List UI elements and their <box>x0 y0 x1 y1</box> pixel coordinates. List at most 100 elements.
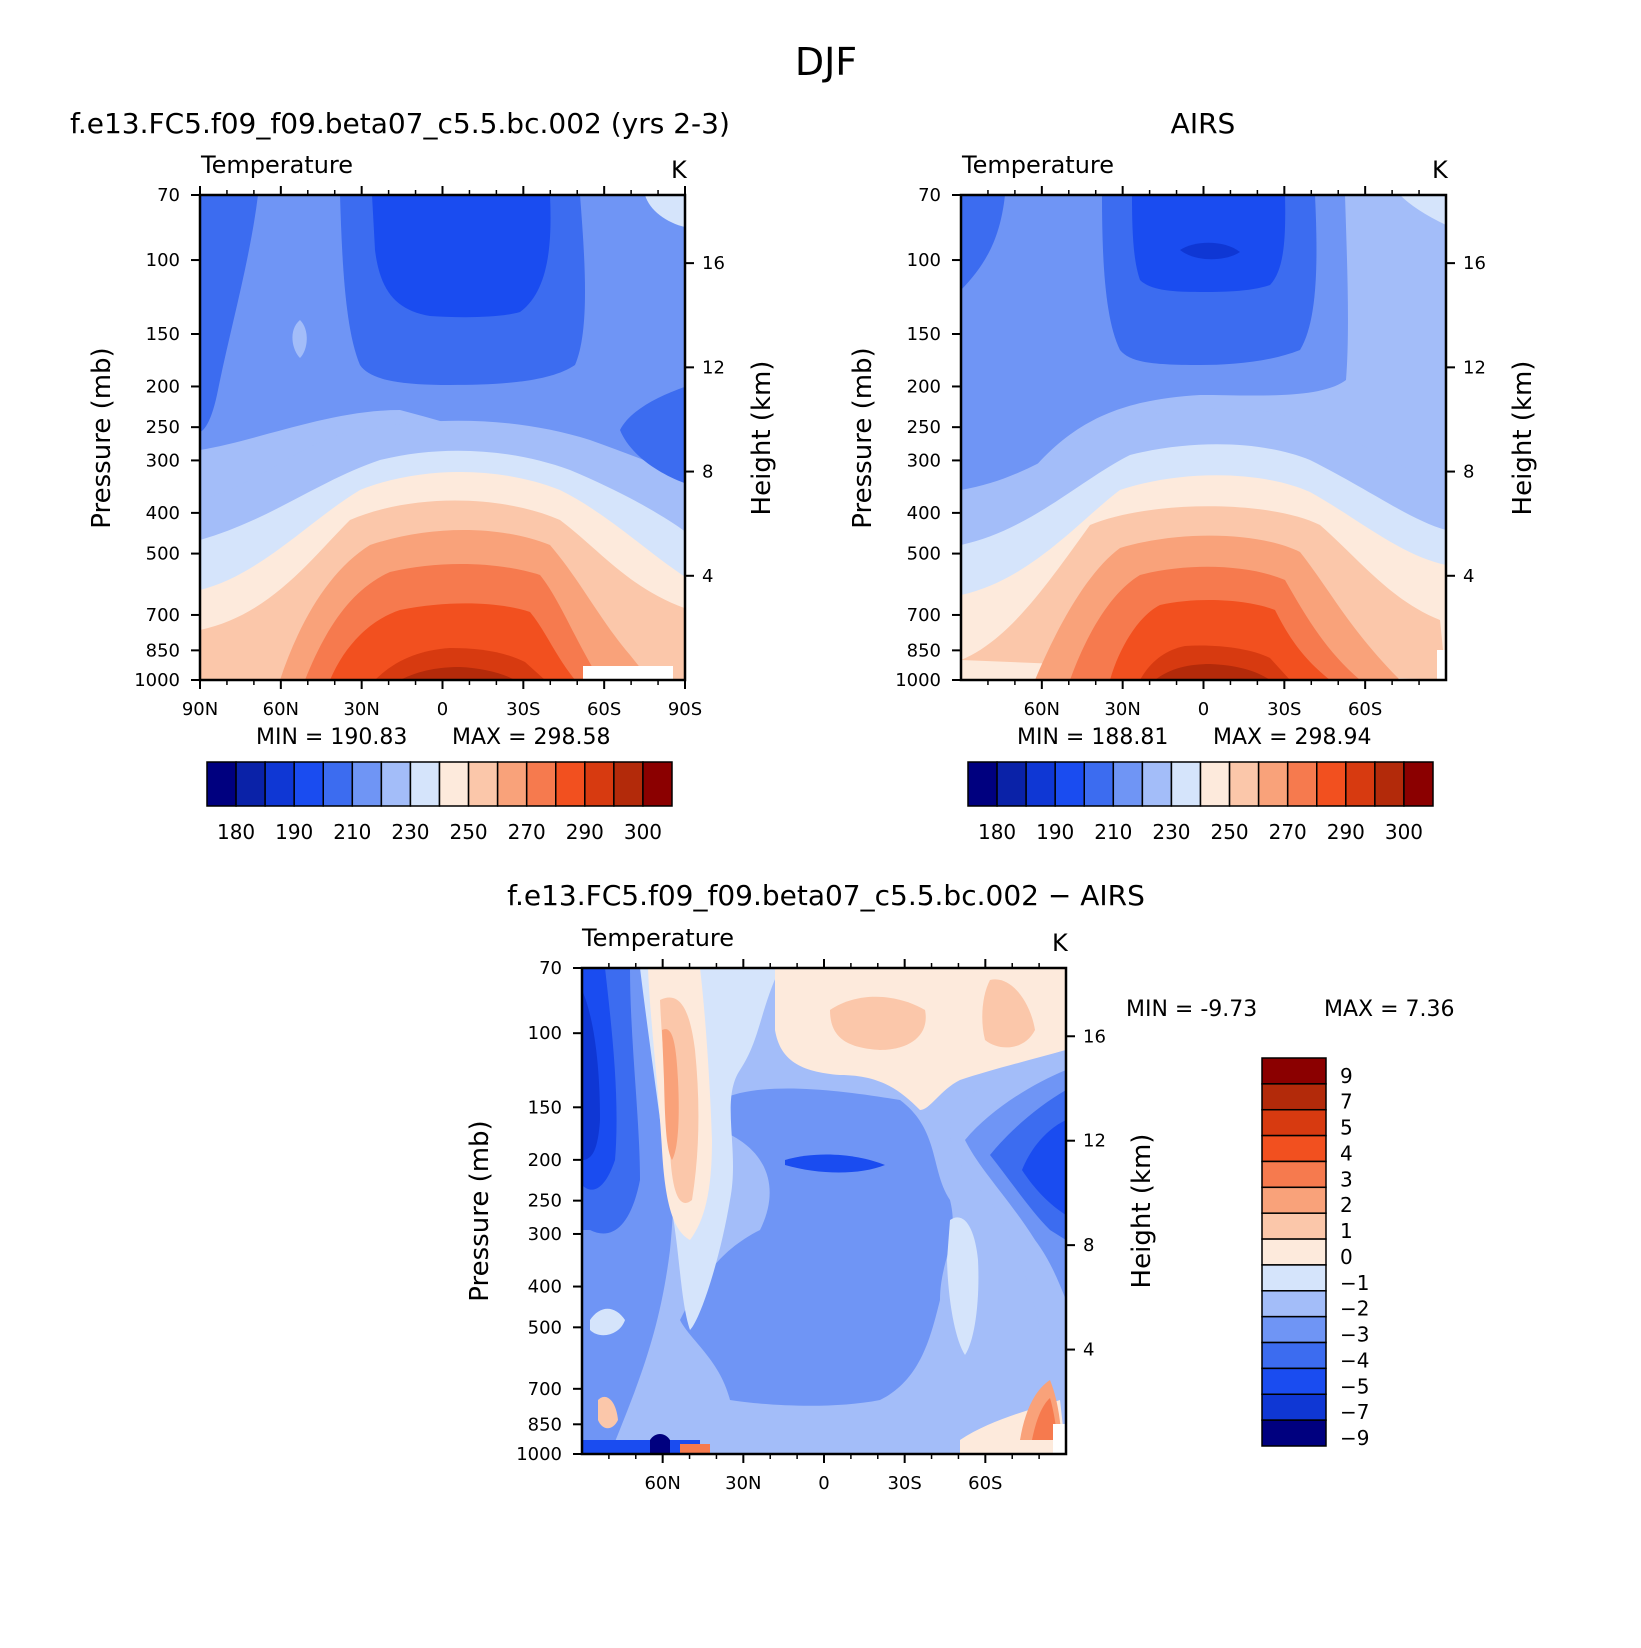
obs-band-2 <box>961 195 1005 290</box>
colorbar-swatch <box>235 761 266 807</box>
xtick-label: 60S <box>587 699 621 720</box>
model-band-4 <box>372 195 551 318</box>
colorbar-swatch <box>1345 761 1376 807</box>
y2tick-label: 8 <box>1463 462 1474 483</box>
model-band-14 <box>620 386 685 484</box>
ytick-label: 400 <box>528 1277 562 1298</box>
colorbar-swatch <box>613 761 644 807</box>
colorbar-label: −5 <box>1340 1374 1369 1398</box>
figure-title: DJF <box>795 40 857 84</box>
diff-band-20 <box>598 1396 618 1429</box>
xtick-label: 60S <box>968 1473 1002 1494</box>
colorbar-label: 300 <box>624 820 662 844</box>
diff-band-24 <box>582 1440 700 1454</box>
xtick-label: 30S <box>506 699 540 720</box>
model-missing-area <box>583 666 673 680</box>
ytick-label: 100 <box>907 250 941 271</box>
panel-obs-variable-label: Temperature <box>961 151 1114 179</box>
panel-model-units-label: K <box>671 156 688 184</box>
xtick-label: 30N <box>1104 699 1140 720</box>
colorbar-label: 190 <box>275 820 313 844</box>
colorbar-swatch <box>525 761 557 807</box>
ytick-label: 150 <box>146 324 180 345</box>
colorbar-swatch <box>467 761 499 807</box>
model-band-2 <box>200 195 258 432</box>
colorbar-label: 4 <box>1340 1141 1353 1165</box>
panel-model-title: f.e13.FC5.f09_f09.beta07_c5.5.bc.002 (yr… <box>70 107 730 140</box>
colorbar-swatch <box>1261 1108 1327 1137</box>
y2tick-label: 4 <box>702 566 713 587</box>
y2tick-label: 4 <box>1083 1340 1094 1361</box>
ytick-label: 500 <box>907 544 941 565</box>
colorbar-swatch <box>496 761 528 807</box>
xtick-label: 0 <box>818 1473 829 1494</box>
ytick-label: 250 <box>146 417 180 438</box>
colorbar-label: 290 <box>566 820 604 844</box>
colorbar-swatch <box>584 761 615 807</box>
colorbar-label: −4 <box>1340 1348 1369 1372</box>
diff-band-25 <box>650 1434 670 1454</box>
panel-model-max-label: MAX = 298.58 <box>452 725 611 750</box>
diff-band-17 <box>947 1217 979 1355</box>
ytick-label: 150 <box>528 1097 562 1118</box>
colorbar-swatch <box>1374 761 1405 807</box>
panel-diff-max-label: MAX = 7.36 <box>1324 997 1455 1022</box>
ytick-label: 100 <box>146 250 180 271</box>
obs-missing-area <box>1437 650 1446 680</box>
colorbar-label: 180 <box>217 820 255 844</box>
diff-missing-area <box>1053 1424 1066 1454</box>
colorbar-label: 230 <box>1152 820 1190 844</box>
ytick-label: 70 <box>918 185 941 206</box>
panel-model-ylabel: Pressure (mb) <box>87 347 117 528</box>
diff-band-1 <box>680 1088 953 1406</box>
ytick-label: 250 <box>907 417 941 438</box>
xtick-label: 30N <box>343 699 379 720</box>
diff-band-5 <box>582 990 600 1160</box>
y2tick-label: 12 <box>1463 357 1486 378</box>
colorbar-swatch <box>1199 761 1231 807</box>
model-band-15 <box>645 195 685 227</box>
colorbar-swatch <box>1261 1315 1327 1344</box>
panel-obs-min-label: MIN = 188.81 <box>1017 725 1168 750</box>
panel-obs-ylabel: Pressure (mb) <box>848 347 878 528</box>
panel-diff-field <box>582 968 1066 1454</box>
colorbar-swatch <box>1261 1419 1327 1447</box>
diff-band-26 <box>680 1444 710 1454</box>
colorbar-label: −9 <box>1340 1426 1369 1450</box>
panel-obs-y2label: Height (km) <box>1508 361 1538 516</box>
panel-diff-variable-label: Temperature <box>581 924 734 952</box>
ytick-label: 70 <box>157 185 180 206</box>
obs-band-15 <box>1155 664 1270 680</box>
colorbar-label: 0 <box>1340 1245 1353 1269</box>
ytick-label: 200 <box>528 1150 562 1171</box>
xtick-label: 30N <box>725 1473 761 1494</box>
panel-obs: AIRS Temperature K 70 100 150 200 250 300 400 5… <box>848 107 1538 844</box>
colorbar-swatch <box>1261 1341 1327 1370</box>
ytick-label: 100 <box>528 1023 562 1044</box>
colorbar-swatch <box>1261 1264 1327 1292</box>
colorbar-swatch <box>351 761 383 807</box>
panel-model-variable-label: Temperature <box>200 151 353 179</box>
ytick-label: 300 <box>907 450 941 471</box>
colorbar-swatch <box>1112 761 1144 807</box>
xtick-label: 60N <box>644 1473 680 1494</box>
colorbar-swatch <box>1261 1367 1327 1396</box>
colorbar-swatch <box>1261 1238 1327 1266</box>
y2tick-label: 12 <box>702 357 725 378</box>
panel-model-min-label: MIN = 190.83 <box>256 725 407 750</box>
ytick-label: 250 <box>528 1191 562 1212</box>
colorbar-swatch <box>1261 1212 1327 1240</box>
ytick-label: 1000 <box>134 670 180 691</box>
colorbar-label: 230 <box>391 820 429 844</box>
colorbar-swatch <box>642 761 673 807</box>
colorbar-swatch <box>409 761 441 807</box>
colorbar-label: 290 <box>1327 820 1365 844</box>
ytick-label: 200 <box>146 376 180 397</box>
colorbar-swatch <box>1286 761 1318 807</box>
xtick-label: 30S <box>1267 699 1301 720</box>
ytick-label: 700 <box>528 1379 562 1400</box>
colorbar-label: −1 <box>1340 1271 1369 1295</box>
ytick-label: 500 <box>528 1317 562 1338</box>
